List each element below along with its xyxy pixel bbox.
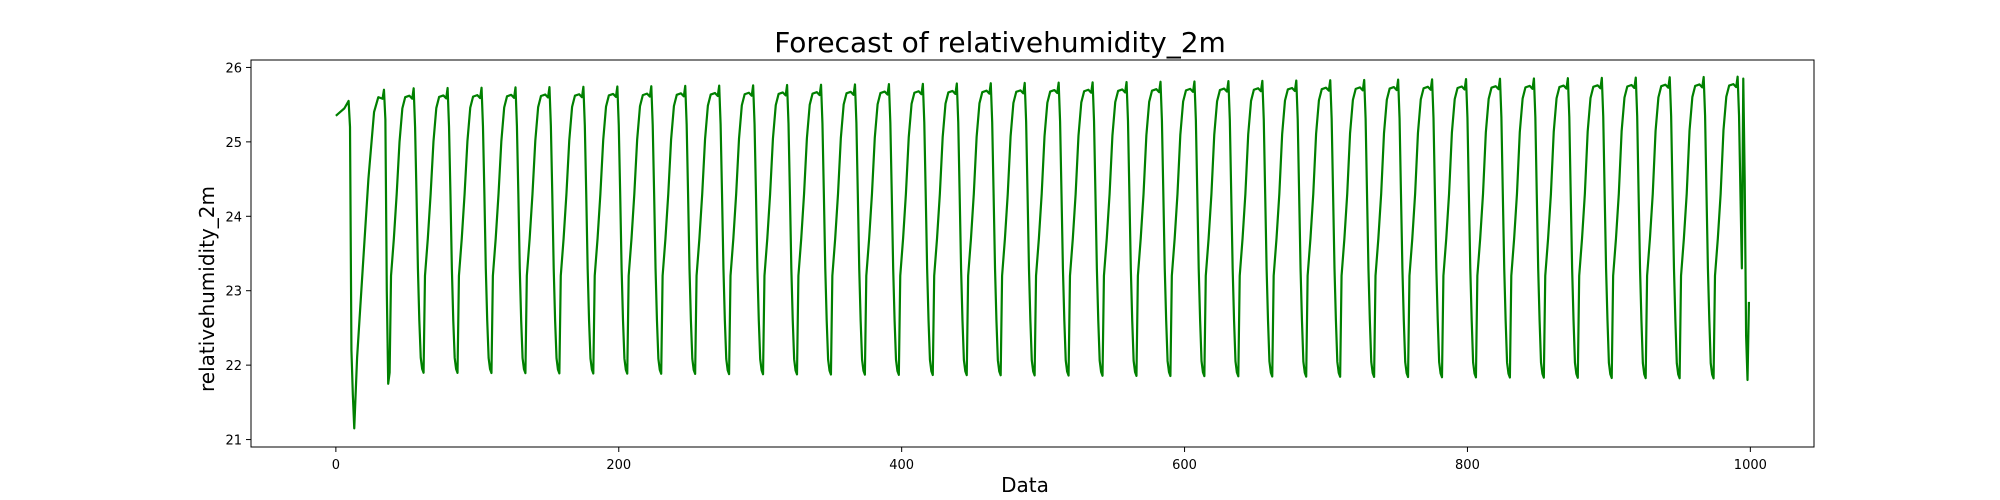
y-tick-label: 24 [225, 210, 242, 225]
x-tick-label: 600 [1172, 458, 1197, 473]
x-tick-label: 0 [332, 458, 340, 473]
y-tick-label: 26 [225, 61, 242, 76]
y-axis-label: relativehumidity_2m [195, 186, 219, 392]
y-tick-label: 25 [225, 136, 242, 151]
x-axis-label: Data [1001, 473, 1049, 497]
y-tick-label: 21 [225, 434, 242, 449]
x-tick-label: 1000 [1734, 458, 1767, 473]
x-tick-label: 400 [889, 458, 914, 473]
y-axis: 21 22 23 24 25 26 [225, 61, 251, 449]
chart-title: Forecast of relativehumidity_2m [774, 26, 1226, 59]
x-tick-label: 800 [1455, 458, 1480, 473]
y-tick-label: 22 [225, 359, 242, 374]
x-tick-label: 200 [606, 458, 631, 473]
series-line [335, 75, 1751, 430]
x-axis: 0 200 400 600 800 1000 [332, 447, 1767, 473]
plot-area [250, 59, 1815, 448]
plot-frame [250, 59, 1815, 448]
y-tick-label: 23 [225, 285, 242, 300]
